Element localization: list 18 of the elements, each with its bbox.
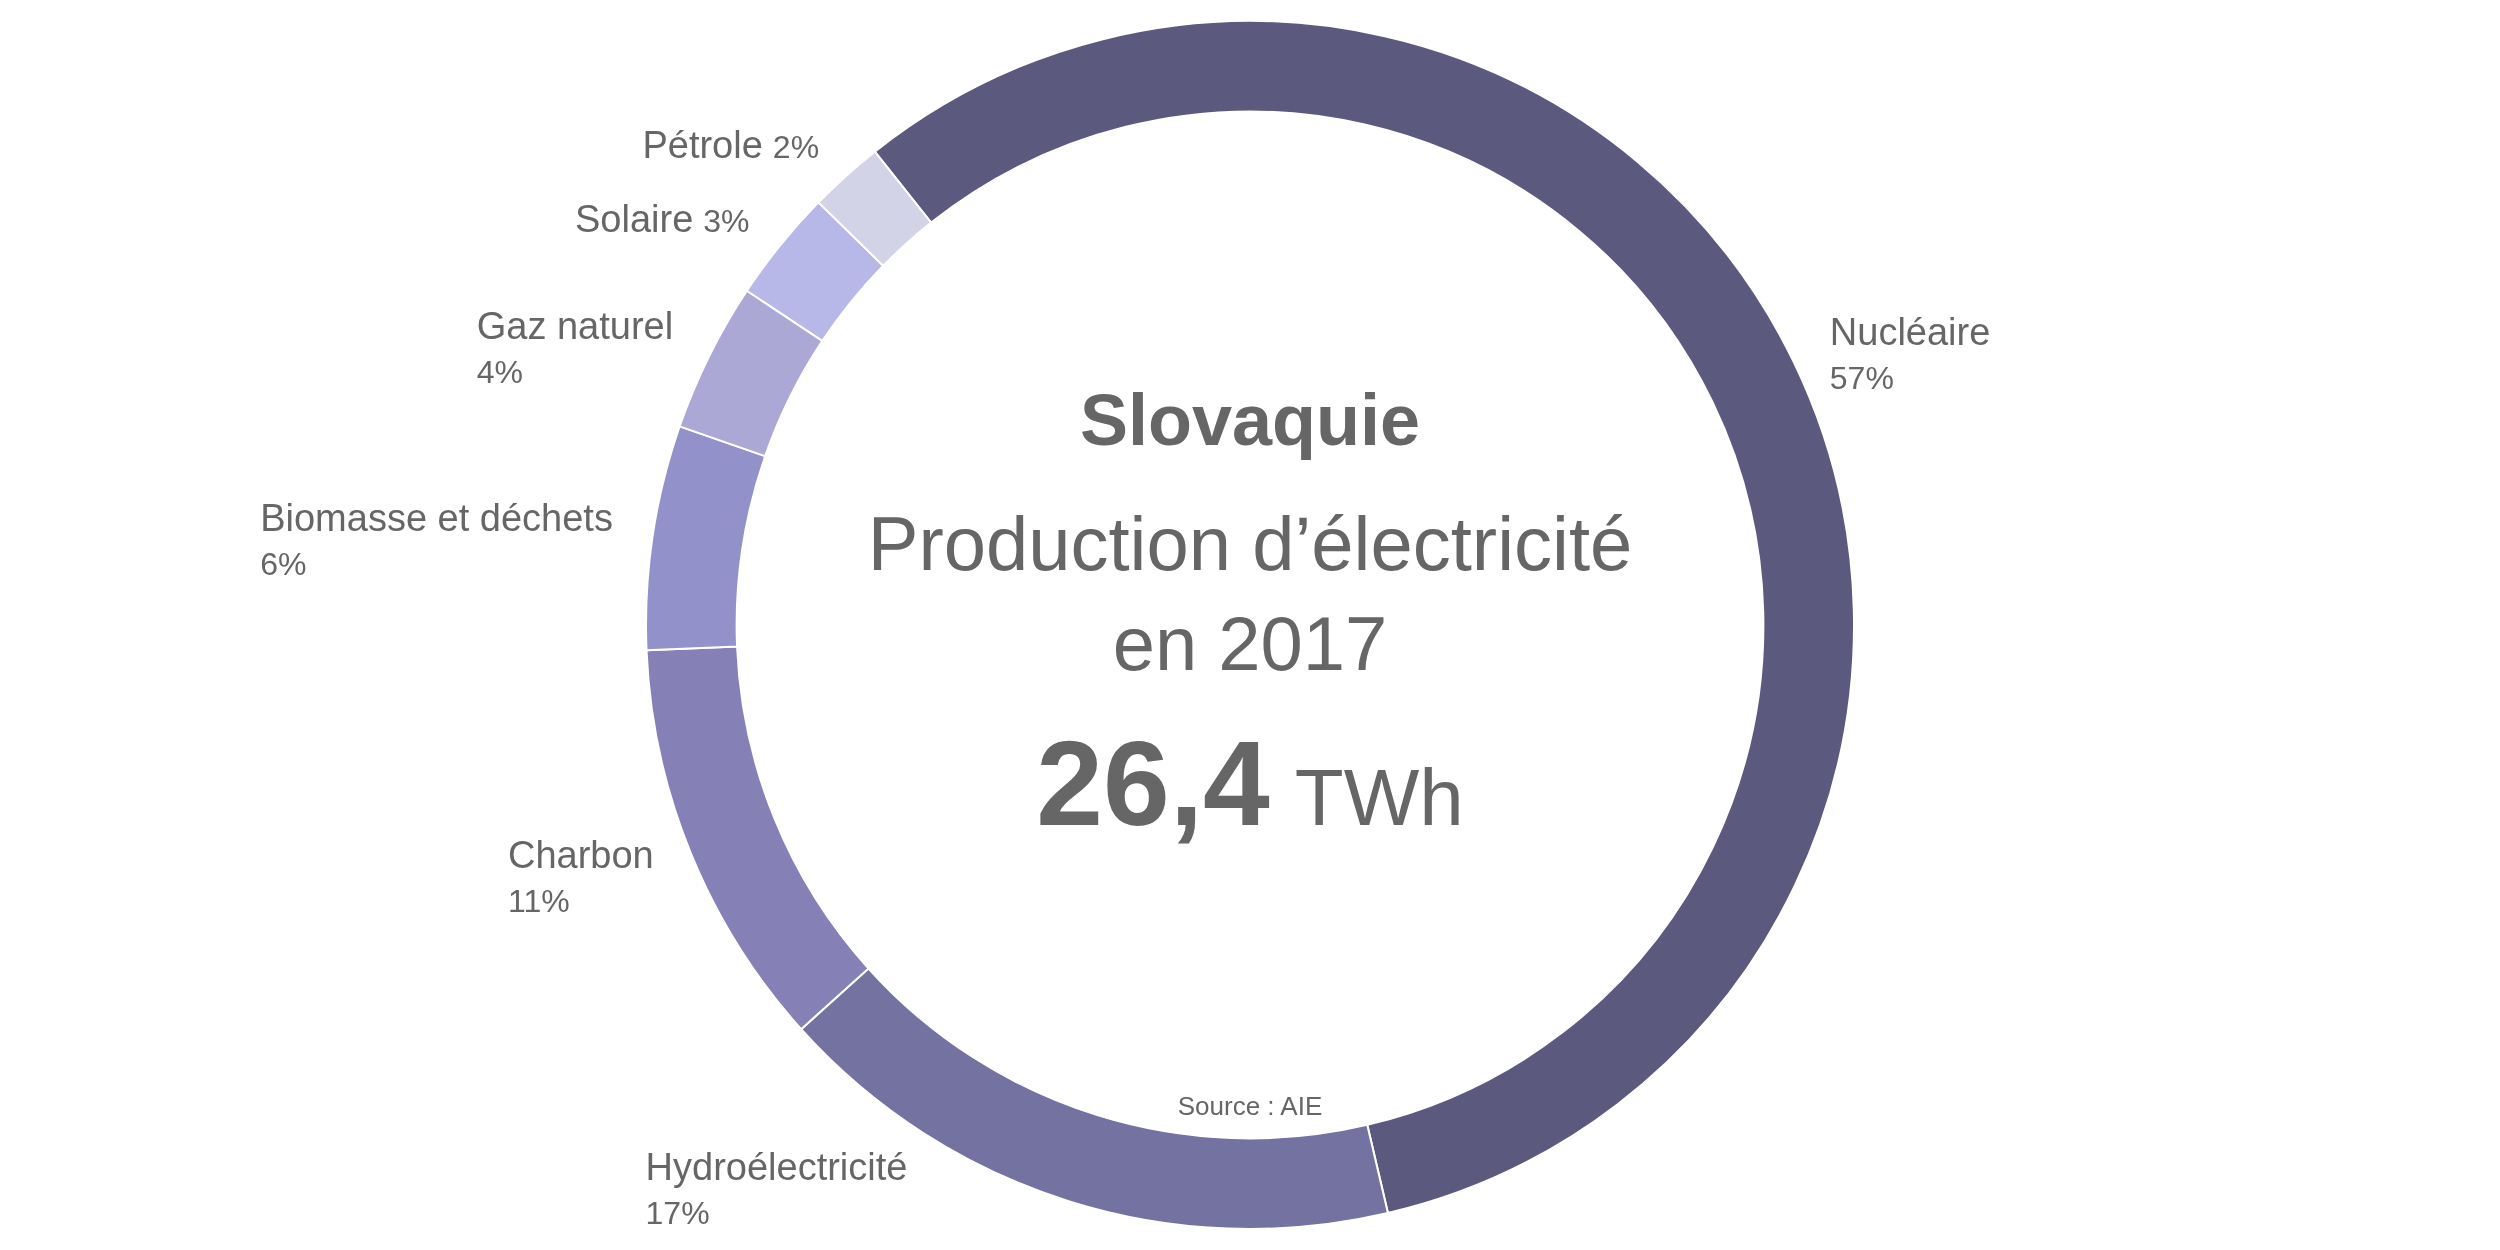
slice-label: Biomasse et déchets <box>260 496 613 539</box>
data-label: 3% <box>703 202 750 239</box>
slice-label: Gaz naturel <box>476 304 674 347</box>
slice-label: Charbon <box>507 834 654 877</box>
data-label: 11% <box>507 883 570 920</box>
source-note: Source : AIE <box>1177 1091 1323 1121</box>
text: Slovaquie <box>1079 380 1421 460</box>
slice-label: Pétrole <box>642 124 763 167</box>
data-label: 2% <box>772 129 820 166</box>
data-label: 57% <box>1829 359 1894 396</box>
data-label: 6% <box>260 545 307 582</box>
slice-label: Solaire <box>574 197 694 240</box>
text: Production d’électricité en 2017 <box>867 501 1633 686</box>
data-label: 17% <box>645 1195 710 1231</box>
slice-label: Hydroélectricité <box>645 1146 908 1188</box>
text: 26,4 TWh <box>1036 716 1464 850</box>
data-label: 4% <box>476 353 523 390</box>
slice-label: Nucléaire <box>1829 310 1991 353</box>
